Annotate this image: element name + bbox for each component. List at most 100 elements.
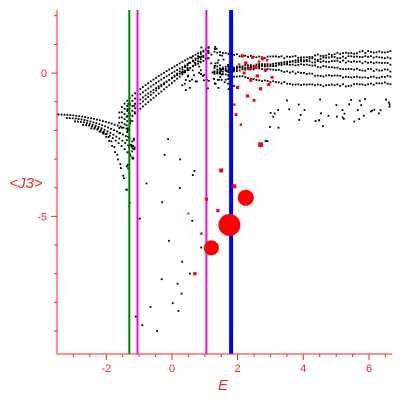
background-point: [258, 64, 261, 67]
background-point: [189, 61, 192, 64]
background-point: [100, 127, 103, 130]
background-point: [233, 75, 235, 78]
background-point: [336, 83, 339, 86]
background-point: [144, 103, 147, 106]
background-point: [125, 135, 127, 137]
background-point: [319, 61, 322, 63]
background-point: [255, 79, 258, 81]
highlight-point: [187, 212, 190, 215]
background-point: [286, 99, 288, 102]
background-point: [155, 82, 157, 84]
background-point: [134, 112, 136, 115]
background-point: [330, 66, 333, 69]
background-point: [186, 64, 189, 66]
background-point: [157, 85, 160, 88]
highlight-point: [251, 55, 254, 59]
highlight-point: [267, 82, 271, 87]
background-point: [252, 78, 255, 80]
background-point: [283, 71, 286, 73]
background-point: [375, 82, 378, 85]
background-point: [222, 70, 224, 73]
background-point: [207, 47, 210, 49]
background-point: [238, 75, 241, 78]
background-point: [126, 99, 129, 102]
background-point: [181, 260, 184, 263]
background-point: [122, 174, 125, 177]
background-point: [184, 79, 187, 81]
background-point: [291, 70, 294, 73]
background-point: [305, 83, 308, 86]
background-point: [266, 68, 269, 70]
background-point: [155, 76, 157, 79]
background-point: [289, 64, 291, 66]
background-point: [247, 55, 249, 58]
background-point: [247, 77, 249, 79]
background-point: [202, 75, 204, 77]
background-point: [252, 68, 255, 71]
background-point: [353, 55, 355, 58]
background-point: [219, 64, 221, 67]
background-point: [269, 81, 272, 83]
background-point: [277, 126, 280, 129]
background-point: [102, 132, 105, 135]
background-point: [131, 150, 134, 153]
background-point: [386, 51, 389, 53]
background-point: [328, 84, 330, 86]
y-tick-label: -5: [37, 211, 47, 223]
background-point: [181, 70, 184, 73]
background-point: [222, 67, 224, 70]
background-point: [165, 86, 168, 89]
background-point: [347, 76, 350, 78]
background-point: [227, 78, 229, 80]
background-point: [214, 83, 217, 85]
background-point: [127, 129, 129, 132]
background-point: [263, 79, 266, 82]
background-point: [133, 148, 136, 151]
background-point: [189, 67, 192, 69]
background-point: [192, 65, 194, 68]
background-point: [258, 55, 261, 58]
background-point: [330, 55, 333, 58]
background-point: [233, 85, 235, 87]
background-point: [294, 59, 297, 62]
background-point: [91, 125, 93, 128]
background-point: [123, 107, 126, 110]
background-point: [194, 62, 197, 65]
background-point: [336, 115, 338, 118]
background-point: [75, 114, 78, 117]
background-point: [277, 56, 280, 58]
background-point: [134, 107, 136, 110]
background-point: [280, 62, 283, 64]
background-point: [152, 91, 155, 94]
background-point: [176, 282, 179, 285]
highlight-point: [264, 68, 268, 72]
background-point: [161, 201, 163, 204]
background-point: [327, 114, 330, 117]
background-point: [83, 119, 86, 121]
background-point: [362, 114, 365, 117]
background-point: [272, 65, 275, 67]
background-point: [369, 110, 372, 113]
background-point: [294, 72, 297, 75]
background-point: [118, 127, 121, 129]
background-point: [141, 324, 144, 327]
highlight-point: [236, 85, 240, 89]
background-point: [142, 86, 144, 88]
background-point: [131, 140, 134, 143]
background-point: [222, 52, 224, 54]
background-point: [342, 59, 344, 62]
background-point: [101, 131, 104, 134]
background-point: [294, 64, 297, 67]
background-point: [269, 65, 272, 68]
background-point: [188, 61, 190, 64]
background-point: [233, 68, 235, 70]
background-point: [139, 98, 142, 101]
background-point: [233, 70, 235, 73]
background-point: [308, 64, 311, 67]
background-point: [275, 81, 277, 83]
background-point: [316, 60, 319, 62]
background-point: [126, 151, 129, 154]
background-point: [322, 55, 325, 57]
background-point: [263, 63, 266, 66]
background-point: [207, 52, 210, 54]
